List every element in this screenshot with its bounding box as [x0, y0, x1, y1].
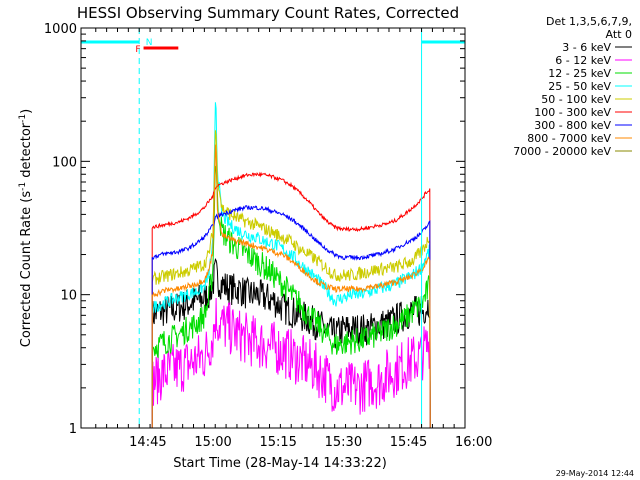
y-axis-ticks: 1 10 100 1000: [44, 22, 465, 437]
y-axis-label-exp2: -1: [18, 114, 28, 123]
x-tick-label: 16:00: [455, 435, 492, 450]
legend-item-label: 3 - 6 keV: [562, 41, 611, 54]
series-line: [151, 171, 431, 429]
legend-item-label: 7000 - 20000 keV: [513, 145, 611, 158]
x-tick-label: 15:45: [390, 435, 427, 450]
y-axis-label-mid: detector: [19, 122, 34, 182]
flare-flag-label: F: [135, 45, 140, 55]
x-axis-label: Start Time (28-May-14 14:33:22): [173, 456, 387, 471]
series-line: [151, 297, 431, 429]
night-flag-label: N: [146, 38, 153, 48]
x-tick-label: 14:45: [129, 435, 166, 450]
y-axis-label-main: Corrected Count Rate (s: [19, 191, 34, 348]
y-axis-label-exp: -1: [18, 182, 28, 191]
x-tick-label: 15:15: [259, 435, 296, 450]
legend-item-label: 300 - 800 keV: [534, 119, 611, 132]
series-layer: [151, 102, 431, 429]
series-line: [151, 164, 431, 429]
y-tick-label: 100: [52, 155, 77, 170]
legend-item-label: 6 - 12 keV: [555, 54, 611, 67]
plot-frame: [80, 27, 466, 429]
legend-item-label: 50 - 100 keV: [541, 93, 611, 106]
chart-title: HESSI Observing Summary Count Rates, Cor…: [77, 4, 459, 22]
x-tick-label: 15:00: [194, 435, 231, 450]
x-axis-ticks: 14:45 15:00 15:15 15:30 15:45 16:00: [95, 28, 492, 450]
legend-header-attenuator: Att 0: [606, 28, 632, 41]
legend-item-label: 100 - 300 keV: [534, 106, 611, 119]
y-axis-label-end: ): [19, 109, 34, 114]
legend-item-label: 800 - 7000 keV: [527, 132, 611, 145]
series-line: [151, 205, 431, 429]
y-axis-label: Corrected Count Rate (s-1 detector-1): [18, 109, 34, 347]
x-tick-label: 15:30: [325, 435, 362, 450]
footer-timestamp: 29-May-2014 12:44: [556, 469, 634, 478]
series-line: [151, 144, 431, 429]
legend-item-label: 25 - 50 keV: [548, 80, 611, 93]
y-tick-label: 1000: [44, 22, 77, 37]
series-line: [151, 130, 431, 429]
legend-item-label: 12 - 25 keV: [548, 67, 611, 80]
y-tick-label: 1: [69, 422, 77, 437]
legend-header-detectors: Det 1,3,5,6,7,9,: [546, 15, 632, 28]
y-tick-label: 10: [60, 289, 77, 304]
